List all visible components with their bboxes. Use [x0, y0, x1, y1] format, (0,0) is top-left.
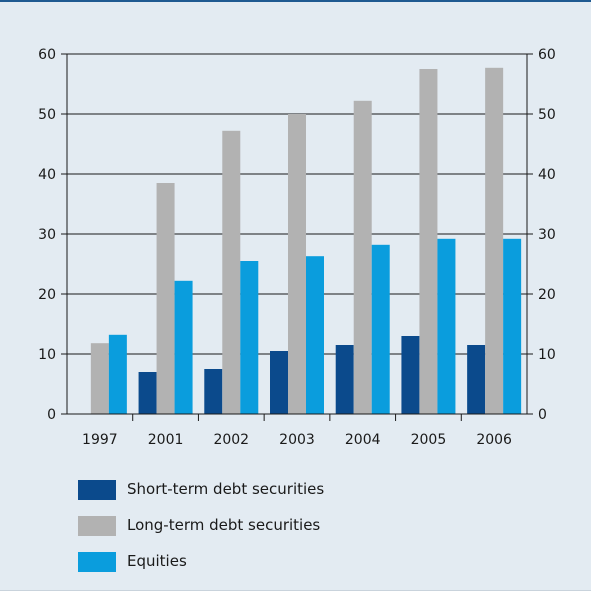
bottom-rule [0, 590, 591, 591]
legend-swatch [78, 480, 116, 500]
bar [174, 280, 193, 414]
bar [335, 345, 354, 414]
x-tick-label: 2003 [279, 432, 315, 448]
y-tick-label-left: 30 [38, 227, 56, 243]
y-tick-label-left: 40 [38, 167, 56, 183]
bar [138, 372, 157, 414]
y-tick-label-left: 10 [38, 347, 56, 363]
y-tick-label-right: 30 [538, 227, 556, 243]
y-axis-left-ticks: 0 10 20 30 40 50 60 [38, 47, 67, 423]
y-tick-label-right: 50 [538, 107, 556, 123]
bar [419, 69, 438, 414]
legend-label: Equities [127, 552, 187, 570]
bar [270, 351, 288, 414]
bar [204, 369, 223, 414]
x-tick-label: 2005 [411, 432, 447, 448]
bar [306, 256, 324, 414]
legend-swatch [78, 516, 116, 536]
x-tick-label: 2004 [345, 432, 381, 448]
x-tick-label: 2006 [476, 432, 512, 448]
y-tick-label-left: 0 [47, 407, 56, 423]
bar [108, 334, 127, 414]
bar [437, 238, 456, 414]
chart-panel: 0 10 20 30 40 50 60 0 10 20 30 40 50 60 1997 2001 2002… [0, 2, 591, 590]
bar [240, 261, 259, 414]
y-tick-label-left: 60 [38, 47, 56, 63]
bar [90, 343, 109, 414]
y-tick-label-right: 40 [538, 167, 556, 183]
y-tick-label-right: 10 [538, 347, 556, 363]
y-tick-label-left: 20 [38, 287, 56, 303]
legend-swatch [78, 552, 116, 572]
legend-label: Short-term debt securities [127, 480, 325, 498]
bar [222, 130, 241, 415]
bar [353, 100, 372, 415]
x-tick-label: 2001 [148, 432, 184, 448]
bar [467, 345, 486, 414]
x-axis-ticks: 1997 2001 2002 2003 2004 2005 2006 [82, 414, 512, 448]
legend-label: Long-term debt securities [127, 516, 321, 534]
y-tick-label-right: 0 [538, 407, 547, 423]
bars [90, 67, 522, 415]
bar [503, 238, 522, 414]
y-tick-label-left: 50 [38, 107, 56, 123]
bar-chart: 0 10 20 30 40 50 60 0 10 20 30 40 50 60 1997 2001 2002… [38, 47, 556, 448]
y-axis-right-ticks: 0 10 20 30 40 50 60 [527, 47, 556, 423]
x-tick-label: 1997 [82, 432, 118, 448]
bar [485, 67, 504, 415]
bar [401, 336, 420, 414]
bar [371, 244, 390, 414]
bar [156, 183, 175, 414]
x-tick-label: 2002 [213, 432, 249, 448]
bar [288, 114, 306, 414]
y-tick-label-right: 20 [538, 287, 556, 303]
top-rule [0, 0, 591, 2]
y-tick-label-right: 60 [538, 47, 556, 63]
